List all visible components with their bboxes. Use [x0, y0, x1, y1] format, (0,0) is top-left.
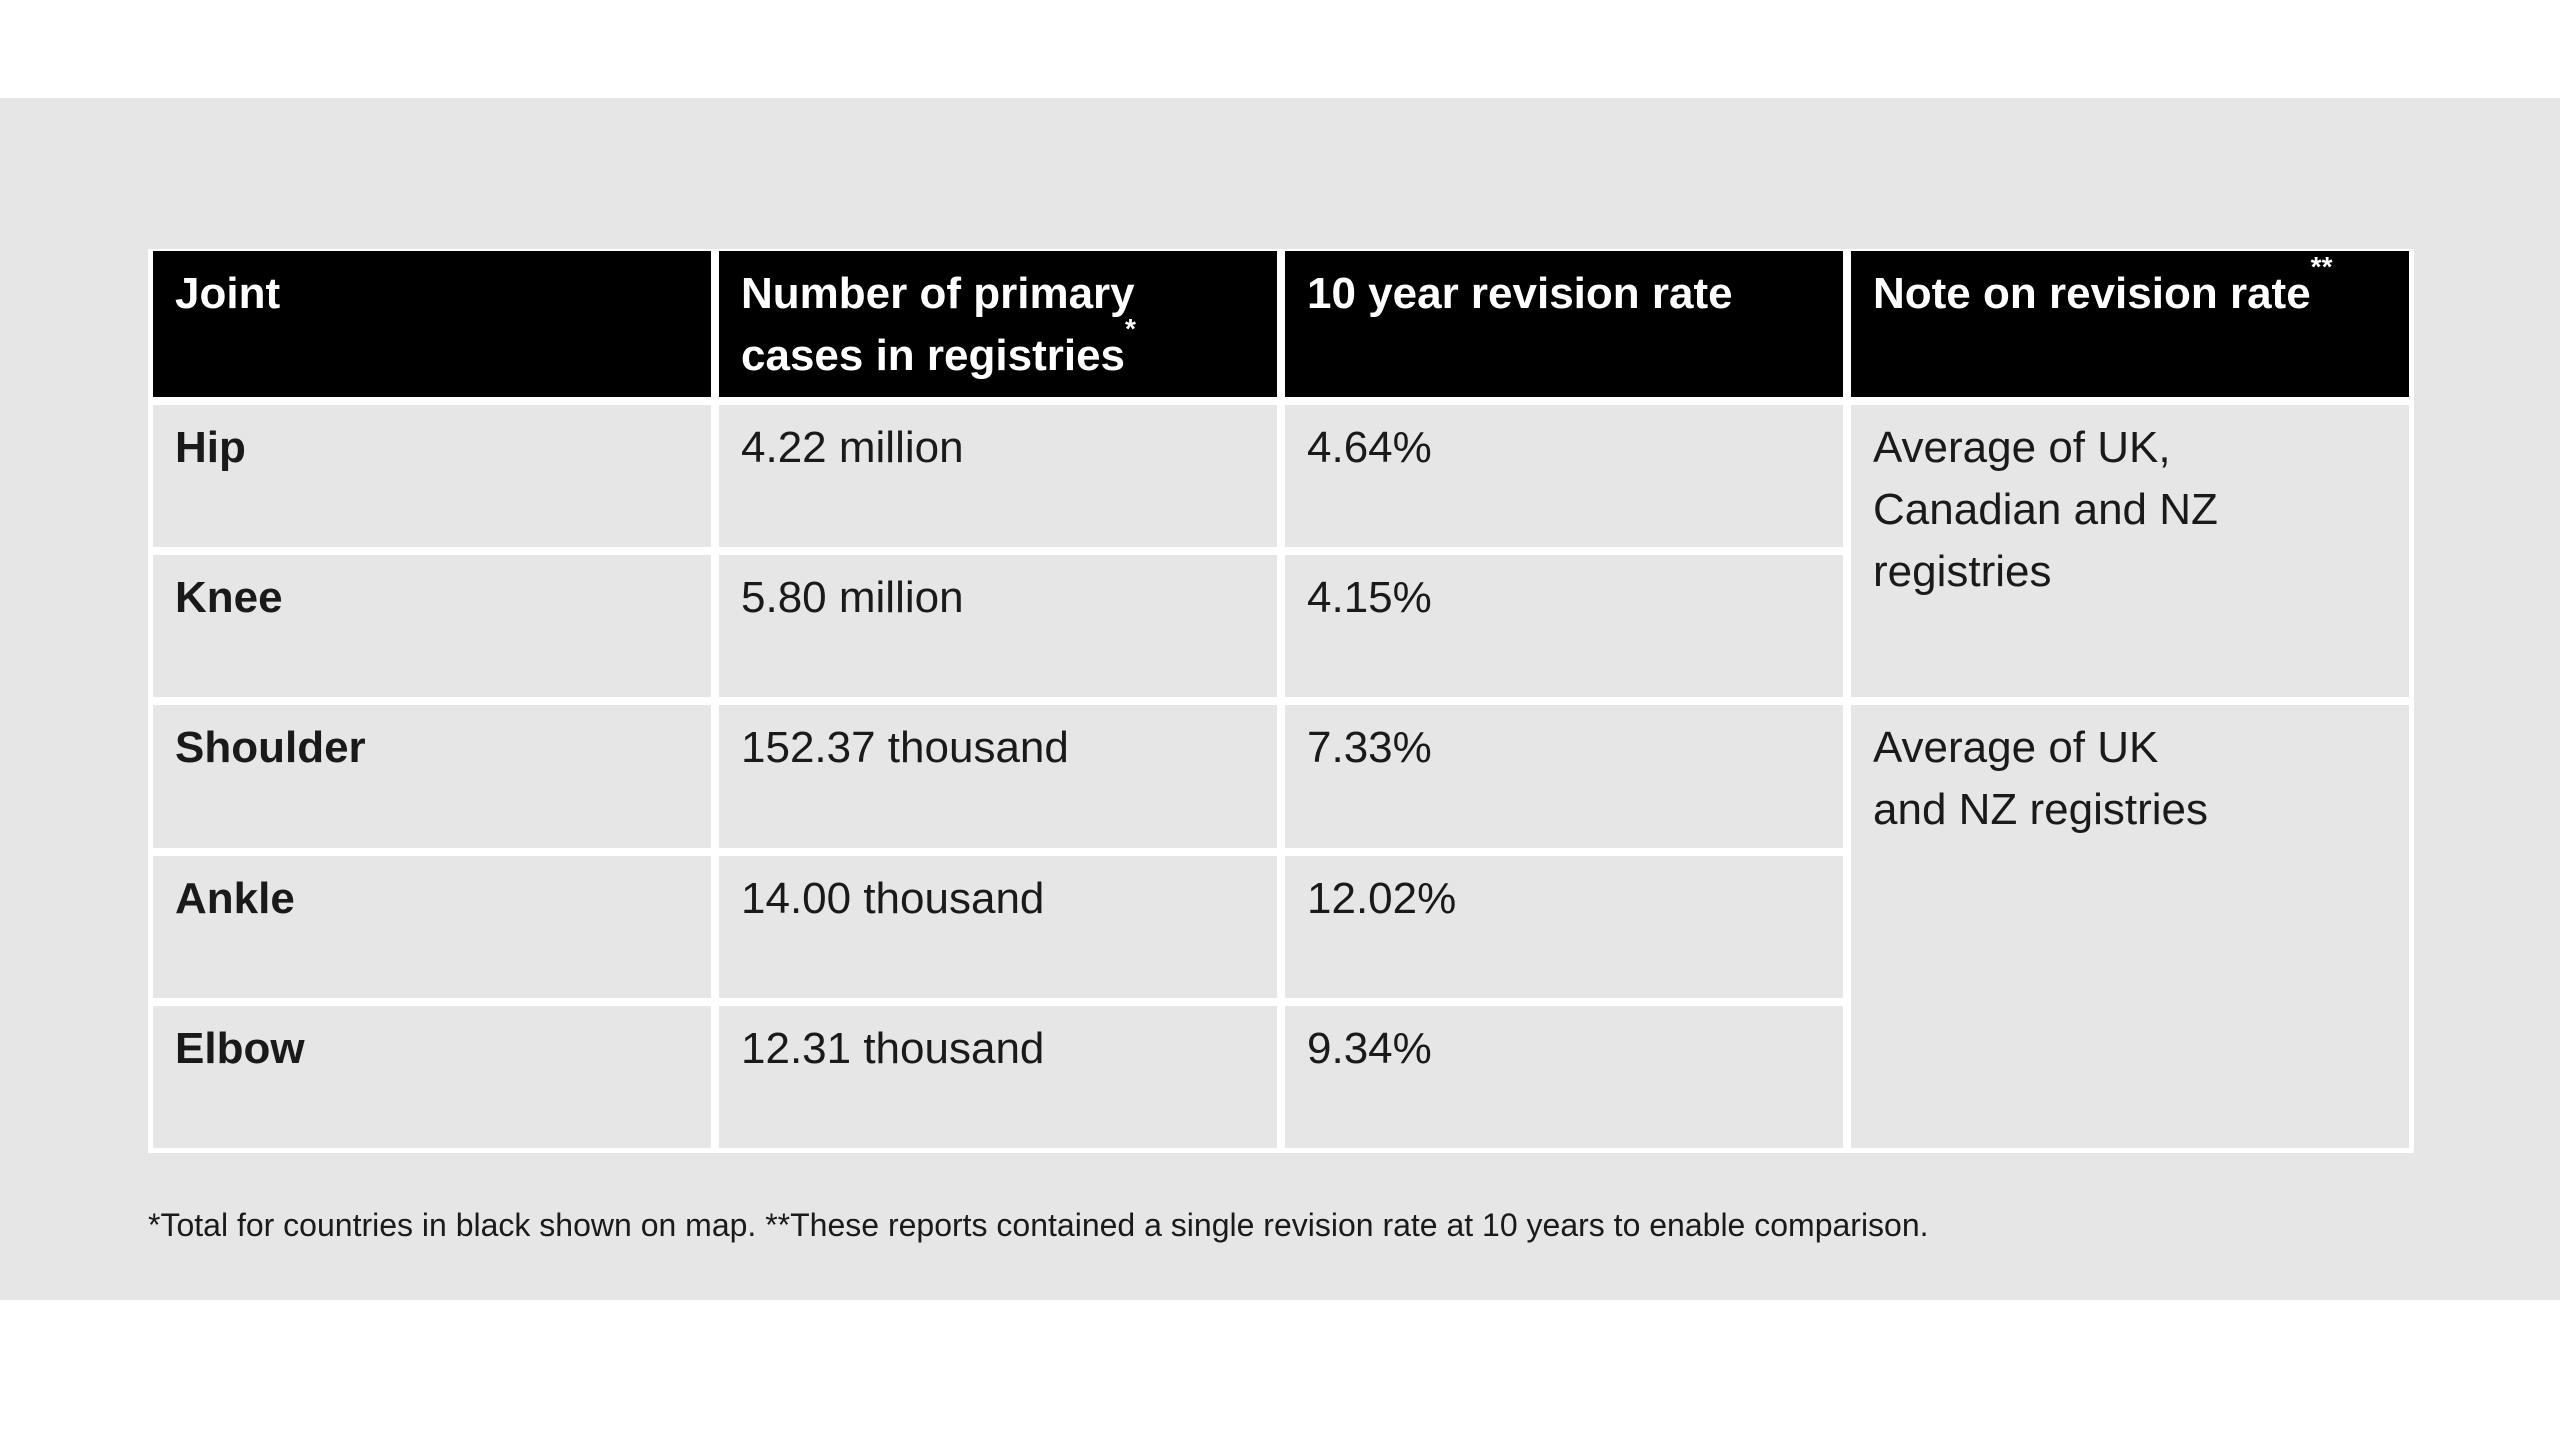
cell-shoulder-joint: Shoulder: [153, 705, 711, 848]
footnote-marker-double: **: [2310, 251, 2333, 283]
cell-knee-cases: 5.80 million: [719, 555, 1277, 698]
cell-shoulder-rate: 7.33%: [1285, 705, 1843, 848]
cell-hip-cases: 4.22 million: [719, 405, 1277, 548]
cell-elbow-rate: 9.34%: [1285, 1005, 1843, 1148]
cell-ankle-rate: 12.02%: [1285, 855, 1843, 998]
table-footnote: *Total for countries in black shown on m…: [148, 1207, 1929, 1243]
joint-registry-table: Joint Number of primary cases in registr…: [148, 249, 2414, 1153]
header-label-cases: Number of primary cases in registries: [741, 269, 1135, 380]
cell-ankle-cases: 14.00 thousand: [719, 855, 1277, 998]
cell-elbow-joint: Elbow: [153, 1005, 711, 1148]
header-label-revision-rate: 10 year revision rate: [1307, 269, 1733, 318]
header-cell-joint: Joint: [153, 251, 711, 397]
cell-hip-joint: Hip: [153, 405, 711, 548]
cell-elbow-cases: 12.31 thousand: [719, 1005, 1277, 1148]
cell-note-shoulder-ankle-elbow: Average of UK and NZ registries: [1851, 705, 2409, 1148]
cell-hip-rate: 4.64%: [1285, 405, 1843, 548]
cell-shoulder-cases: 152.37 thousand: [719, 705, 1277, 848]
header-cell-cases: Number of primary cases in registries*: [719, 251, 1277, 397]
cell-ankle-joint: Ankle: [153, 855, 711, 998]
footnote-marker-single: *: [1125, 313, 1136, 345]
cell-knee-rate: 4.15%: [1285, 555, 1843, 698]
header-label-note: Note on revision rate: [1873, 269, 2311, 318]
header-cell-revision-rate: 10 year revision rate: [1285, 251, 1843, 397]
cell-knee-joint: Knee: [153, 555, 711, 698]
cell-note-hip-knee: Average of UK, Canadian and NZ registrie…: [1851, 405, 2409, 698]
header-cell-note: Note on revision rate**: [1851, 251, 2409, 397]
header-label-joint: Joint: [175, 269, 281, 318]
